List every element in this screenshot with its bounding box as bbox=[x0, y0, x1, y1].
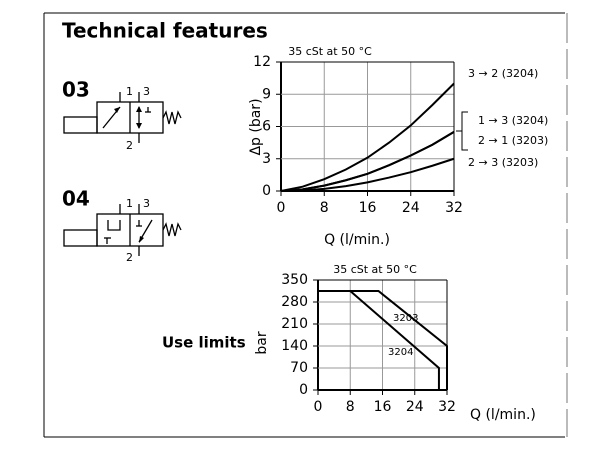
y-tick-label: 210 bbox=[281, 316, 308, 332]
series-line bbox=[280, 157, 455, 192]
x-tick-label: 24 bbox=[406, 399, 424, 415]
port-label: 1 bbox=[126, 197, 133, 210]
x-tick-label: 0 bbox=[314, 399, 323, 415]
y-tick-label: 140 bbox=[281, 338, 308, 354]
use-limits-label: Use limits bbox=[162, 334, 246, 352]
y-tick-label: 350 bbox=[281, 272, 308, 288]
series-label: 1 → 3 (3204) bbox=[478, 114, 548, 127]
series-label: 3204 bbox=[388, 347, 413, 358]
series-line bbox=[318, 290, 440, 390]
y-tick-label: 6 bbox=[262, 119, 271, 135]
port-label: 2 bbox=[126, 139, 133, 152]
series-label: 2 → 1 (3203) bbox=[478, 134, 548, 147]
x-tick-label: 24 bbox=[402, 200, 420, 216]
chart-subtitle: 35 cSt at 50 °C bbox=[333, 263, 417, 276]
y-tick-label: 0 bbox=[262, 183, 271, 199]
y-tick-label: 12 bbox=[253, 54, 271, 70]
series-label: 2 → 3 (3203) bbox=[468, 156, 538, 169]
port-label: 2 bbox=[126, 251, 133, 264]
title: Technical features bbox=[62, 19, 268, 43]
x-tick-label: 0 bbox=[277, 200, 286, 216]
x-axis-label: Q (l/min.) bbox=[470, 407, 536, 423]
x-tick-label: 8 bbox=[346, 399, 355, 415]
series-label: 3203 bbox=[393, 313, 418, 324]
x-tick-label: 32 bbox=[445, 200, 463, 216]
series-label: 3 → 2 (3204) bbox=[468, 67, 538, 80]
valve-symbol bbox=[63, 92, 182, 143]
port-label: 1 bbox=[126, 85, 133, 98]
y-axis-label: bar bbox=[254, 331, 270, 354]
y-tick-label: 0 bbox=[299, 382, 308, 398]
y-tick-label: 9 bbox=[262, 86, 271, 102]
y-tick-label: 70 bbox=[290, 360, 308, 376]
series-line bbox=[280, 82, 455, 192]
y-axis-label: Δp (bar) bbox=[248, 98, 264, 155]
series-line bbox=[280, 131, 455, 192]
x-tick-label: 16 bbox=[359, 200, 377, 216]
x-tick-label: 16 bbox=[374, 399, 392, 415]
x-axis-label: Q (l/min.) bbox=[324, 232, 390, 248]
y-tick-label: 3 bbox=[262, 151, 271, 167]
valve-symbol bbox=[63, 204, 182, 256]
legend-connectors bbox=[456, 111, 468, 151]
chart-subtitle: 35 cSt at 50 °C bbox=[288, 45, 372, 58]
port-label: 3 bbox=[143, 197, 150, 210]
x-tick-label: 8 bbox=[320, 200, 329, 216]
y-tick-label: 280 bbox=[281, 294, 308, 310]
port-label: 3 bbox=[143, 85, 150, 98]
symbol-code: 03 bbox=[62, 78, 90, 102]
x-tick-label: 32 bbox=[438, 399, 456, 415]
symbol-code: 04 bbox=[62, 187, 90, 211]
